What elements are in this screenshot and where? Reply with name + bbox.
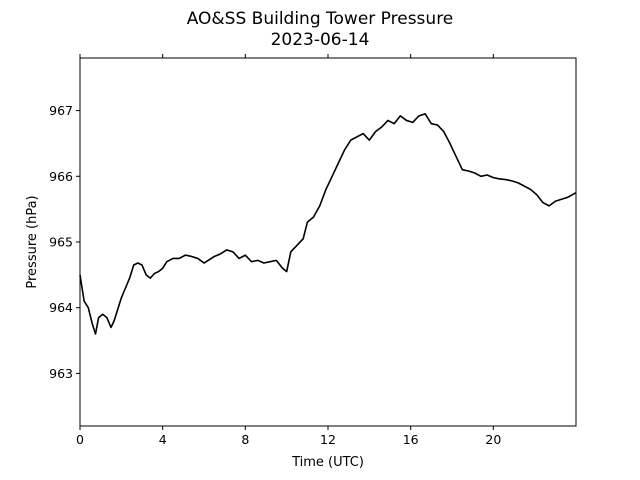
chart-subtitle: 2023-06-14 — [271, 30, 370, 50]
y-tick-label: 965 — [49, 235, 73, 250]
y-tick-label: 964 — [49, 300, 73, 315]
x-tick-label: 12 — [320, 432, 336, 447]
x-axis-label: Time (UTC) — [291, 455, 364, 470]
x-tick-label: 8 — [241, 432, 249, 447]
plot-area: 0 4 8 12 16 20 963 964 965 966 967 — [49, 54, 577, 447]
x-tick-label: 0 — [76, 432, 84, 447]
y-tick-label: 963 — [49, 366, 73, 381]
x-tick-label: 4 — [159, 432, 167, 447]
y-axis-label: Pressure (hPa) — [25, 195, 40, 288]
y-tick-label: 967 — [49, 103, 73, 118]
pressure-series-line — [79, 113, 577, 335]
x-tick-label: 16 — [403, 432, 419, 447]
x-axis-ticks: 0 4 8 12 16 20 — [76, 54, 501, 447]
x-tick-label: 20 — [485, 432, 501, 447]
y-tick-label: 966 — [49, 169, 73, 184]
y-axis-ticks: 963 964 965 966 967 — [49, 103, 80, 381]
data-layer — [79, 113, 577, 335]
chart-title: AO&SS Building Tower Pressure — [187, 9, 454, 29]
